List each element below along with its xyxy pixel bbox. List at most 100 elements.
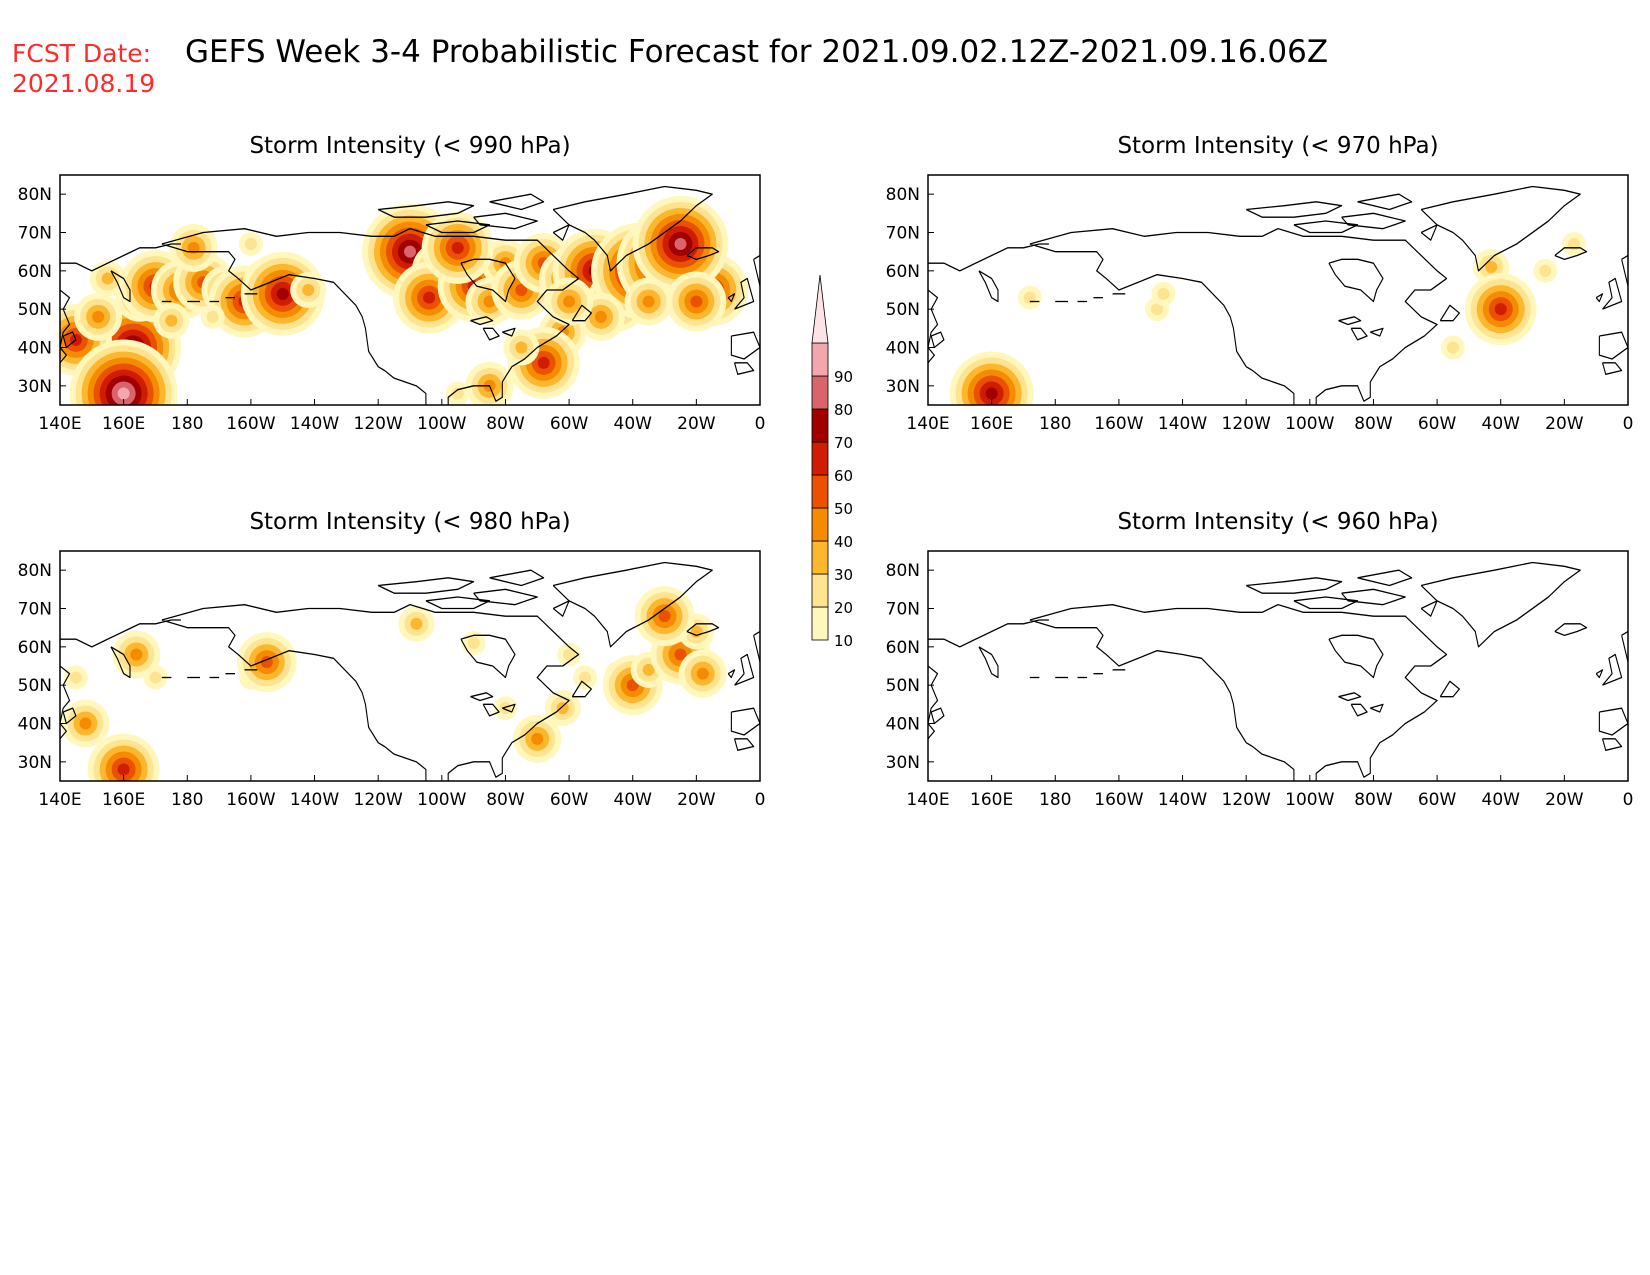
probability-contour-50 bbox=[690, 295, 703, 308]
y-tick-label: 60N bbox=[886, 262, 920, 282]
map-panel-4: Storm Intensity (< 960 hPa) 140E 160E 180 16… bbox=[886, 509, 1634, 810]
colorbar-label: 30 bbox=[834, 566, 853, 584]
probability-contour-70 bbox=[985, 387, 998, 400]
x-tick-label: 160W bbox=[1094, 790, 1143, 810]
x-tick-label: 80W bbox=[486, 790, 525, 810]
probability-contour-60 bbox=[117, 763, 130, 776]
probability-contour-20 bbox=[149, 671, 162, 684]
probability-contour-60 bbox=[1494, 303, 1507, 316]
probability-contour-20 bbox=[499, 702, 512, 715]
x-tick-label: 180 bbox=[171, 414, 203, 434]
probability-contour-20 bbox=[206, 310, 219, 323]
x-tick-label: 160E bbox=[970, 790, 1013, 810]
colorbar-label: 20 bbox=[834, 599, 853, 617]
x-tick-label: 140W bbox=[290, 790, 339, 810]
colorbar-label: 90 bbox=[834, 368, 853, 386]
fcst-date-value: 2021.08.19 bbox=[12, 69, 155, 98]
x-tick-label: 100W bbox=[1285, 414, 1334, 434]
y-tick-label: 60N bbox=[18, 262, 52, 282]
map-frame bbox=[927, 550, 1629, 782]
x-tick-label: 140E bbox=[906, 414, 949, 434]
y-tick-label: 30N bbox=[886, 377, 920, 397]
probability-contour-40 bbox=[563, 295, 576, 308]
colorbar-label: 80 bbox=[834, 401, 853, 419]
x-tick-label: 80W bbox=[1354, 790, 1393, 810]
probability-contour-80 bbox=[674, 238, 687, 250]
probability-field bbox=[61, 586, 727, 781]
colorbar-bin-10 bbox=[811, 606, 829, 641]
colorbar-label: 40 bbox=[834, 533, 853, 551]
x-tick-label: 160E bbox=[970, 414, 1013, 434]
colorbar-bin-90 bbox=[811, 342, 829, 377]
x-tick-label: 160W bbox=[226, 414, 275, 434]
x-tick-label: 100W bbox=[1285, 790, 1334, 810]
x-tick-label: 180 bbox=[1039, 790, 1071, 810]
x-tick-label: 20W bbox=[677, 790, 716, 810]
y-tick-label: 70N bbox=[886, 600, 920, 620]
x-tick-label: 60W bbox=[1418, 414, 1457, 434]
y-tick-label: 50N bbox=[886, 300, 920, 320]
y-tick-label: 40N bbox=[886, 339, 920, 359]
colorbar-bin-100 bbox=[811, 274, 829, 344]
x-tick-label: 160E bbox=[102, 414, 145, 434]
probability-contour-40 bbox=[642, 295, 655, 308]
x-tick-label: 40W bbox=[1482, 414, 1521, 434]
y-tick-label: 80N bbox=[18, 561, 52, 581]
panel-title: Storm Intensity (< 980 hPa) bbox=[249, 509, 570, 535]
probability-contour-70 bbox=[276, 287, 289, 300]
probability-contour-30 bbox=[410, 617, 423, 630]
y-tick-label: 30N bbox=[886, 753, 920, 773]
colorbar-bin-70 bbox=[811, 408, 829, 443]
y-tick-label: 40N bbox=[18, 715, 52, 735]
colorbar-label: 10 bbox=[834, 632, 853, 650]
x-tick-label: 120W bbox=[1222, 414, 1271, 434]
x-tick-label: 0 bbox=[1623, 790, 1634, 810]
colorbar-bin-50 bbox=[811, 474, 829, 509]
map-frame bbox=[927, 174, 1629, 406]
probability-contour-20 bbox=[467, 637, 480, 649]
y-tick-label: 70N bbox=[18, 600, 52, 620]
probability-contour-20 bbox=[1157, 287, 1170, 300]
probability-contour-40 bbox=[79, 717, 92, 730]
probability-field bbox=[60, 196, 749, 405]
probability-contour-40 bbox=[696, 667, 709, 680]
probability-contour-40 bbox=[130, 648, 143, 661]
probability-contour-20 bbox=[1539, 264, 1552, 277]
probability-contour-60 bbox=[423, 291, 436, 304]
x-tick-label: 20W bbox=[1545, 414, 1584, 434]
probability-contour-20 bbox=[579, 671, 591, 684]
colorbar-bin-60 bbox=[811, 441, 829, 476]
x-tick-label: 160E bbox=[102, 790, 145, 810]
y-tick-label: 40N bbox=[18, 339, 52, 359]
figure-title: GEFS Week 3-4 Probabilistic Forecast for… bbox=[185, 34, 1328, 70]
x-tick-label: 140E bbox=[906, 790, 949, 810]
y-tick-label: 60N bbox=[886, 638, 920, 658]
probability-contour-40 bbox=[531, 732, 544, 745]
panel-title: Storm Intensity (< 960 hPa) bbox=[1117, 509, 1438, 535]
y-tick-label: 60N bbox=[18, 638, 52, 658]
probability-contour-40 bbox=[92, 310, 105, 323]
x-tick-label: 60W bbox=[1418, 790, 1457, 810]
colorbar-bin-80 bbox=[811, 375, 829, 410]
colorbar: 90 80 70 60 50 40 30 20 10 bbox=[811, 274, 853, 650]
y-tick-label: 80N bbox=[18, 185, 52, 205]
y-tick-label: 40N bbox=[886, 715, 920, 735]
colorbar-bin-30 bbox=[811, 540, 829, 575]
x-tick-label: 100W bbox=[417, 414, 466, 434]
probability-contour-20 bbox=[1447, 341, 1459, 354]
y-tick-label: 50N bbox=[18, 300, 52, 320]
probability-contour-20 bbox=[451, 387, 464, 400]
map-panel-1: Storm Intensity (< 990 hPa) 140E 160E 180 16… bbox=[18, 133, 766, 434]
x-tick-label: 180 bbox=[1039, 414, 1071, 434]
probability-contour-20 bbox=[244, 238, 257, 250]
colorbar-label: 60 bbox=[834, 467, 853, 485]
x-tick-label: 120W bbox=[354, 414, 403, 434]
map-panel-2: Storm Intensity (< 970 hPa) 140E 160E 180 16… bbox=[886, 133, 1634, 434]
x-tick-label: 60W bbox=[550, 414, 589, 434]
x-tick-label: 60W bbox=[550, 790, 589, 810]
probability-contour-50 bbox=[260, 656, 273, 669]
probability-contour-30 bbox=[302, 284, 315, 296]
y-tick-label: 30N bbox=[18, 753, 52, 773]
x-tick-label: 80W bbox=[486, 414, 525, 434]
